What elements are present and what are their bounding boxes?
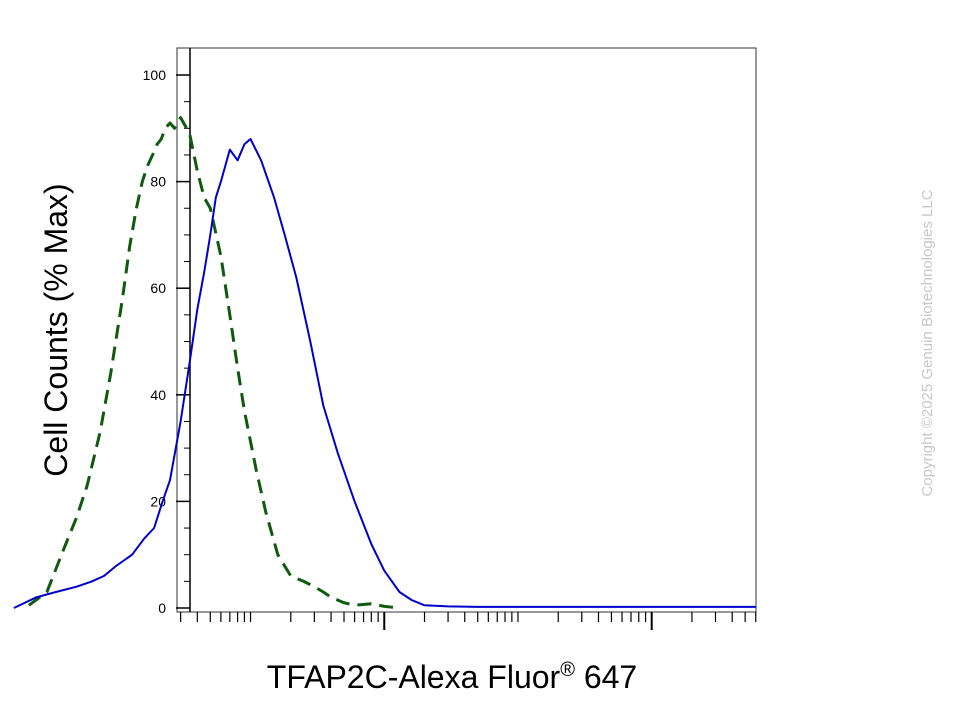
y-tick-label: 60 bbox=[150, 280, 166, 296]
x-axis-title-main: TFAP2C-Alexa Fluor bbox=[267, 659, 561, 695]
x-axis-title-suffix: 647 bbox=[575, 659, 637, 695]
x-ticks bbox=[180, 612, 757, 630]
y-axis-title: Cell Counts (% Max) bbox=[38, 183, 74, 476]
stained-histogram-line bbox=[13, 138, 756, 609]
series-layer bbox=[13, 116, 756, 610]
y-tick-label: 80 bbox=[150, 174, 166, 190]
x-axis-title-registered-mark: ® bbox=[560, 659, 575, 681]
plot-frame bbox=[176, 47, 757, 613]
copyright-watermark: Copyright ©2025 Genuin Biotechnologies L… bbox=[919, 189, 936, 496]
y-tick-label: 100 bbox=[143, 67, 167, 83]
y-tick-label: 0 bbox=[158, 600, 166, 616]
x-axis-title: TFAP2C-Alexa Fluor® 647 bbox=[267, 659, 637, 695]
y-tick-label: 40 bbox=[150, 387, 166, 403]
control-histogram-line bbox=[28, 116, 400, 610]
